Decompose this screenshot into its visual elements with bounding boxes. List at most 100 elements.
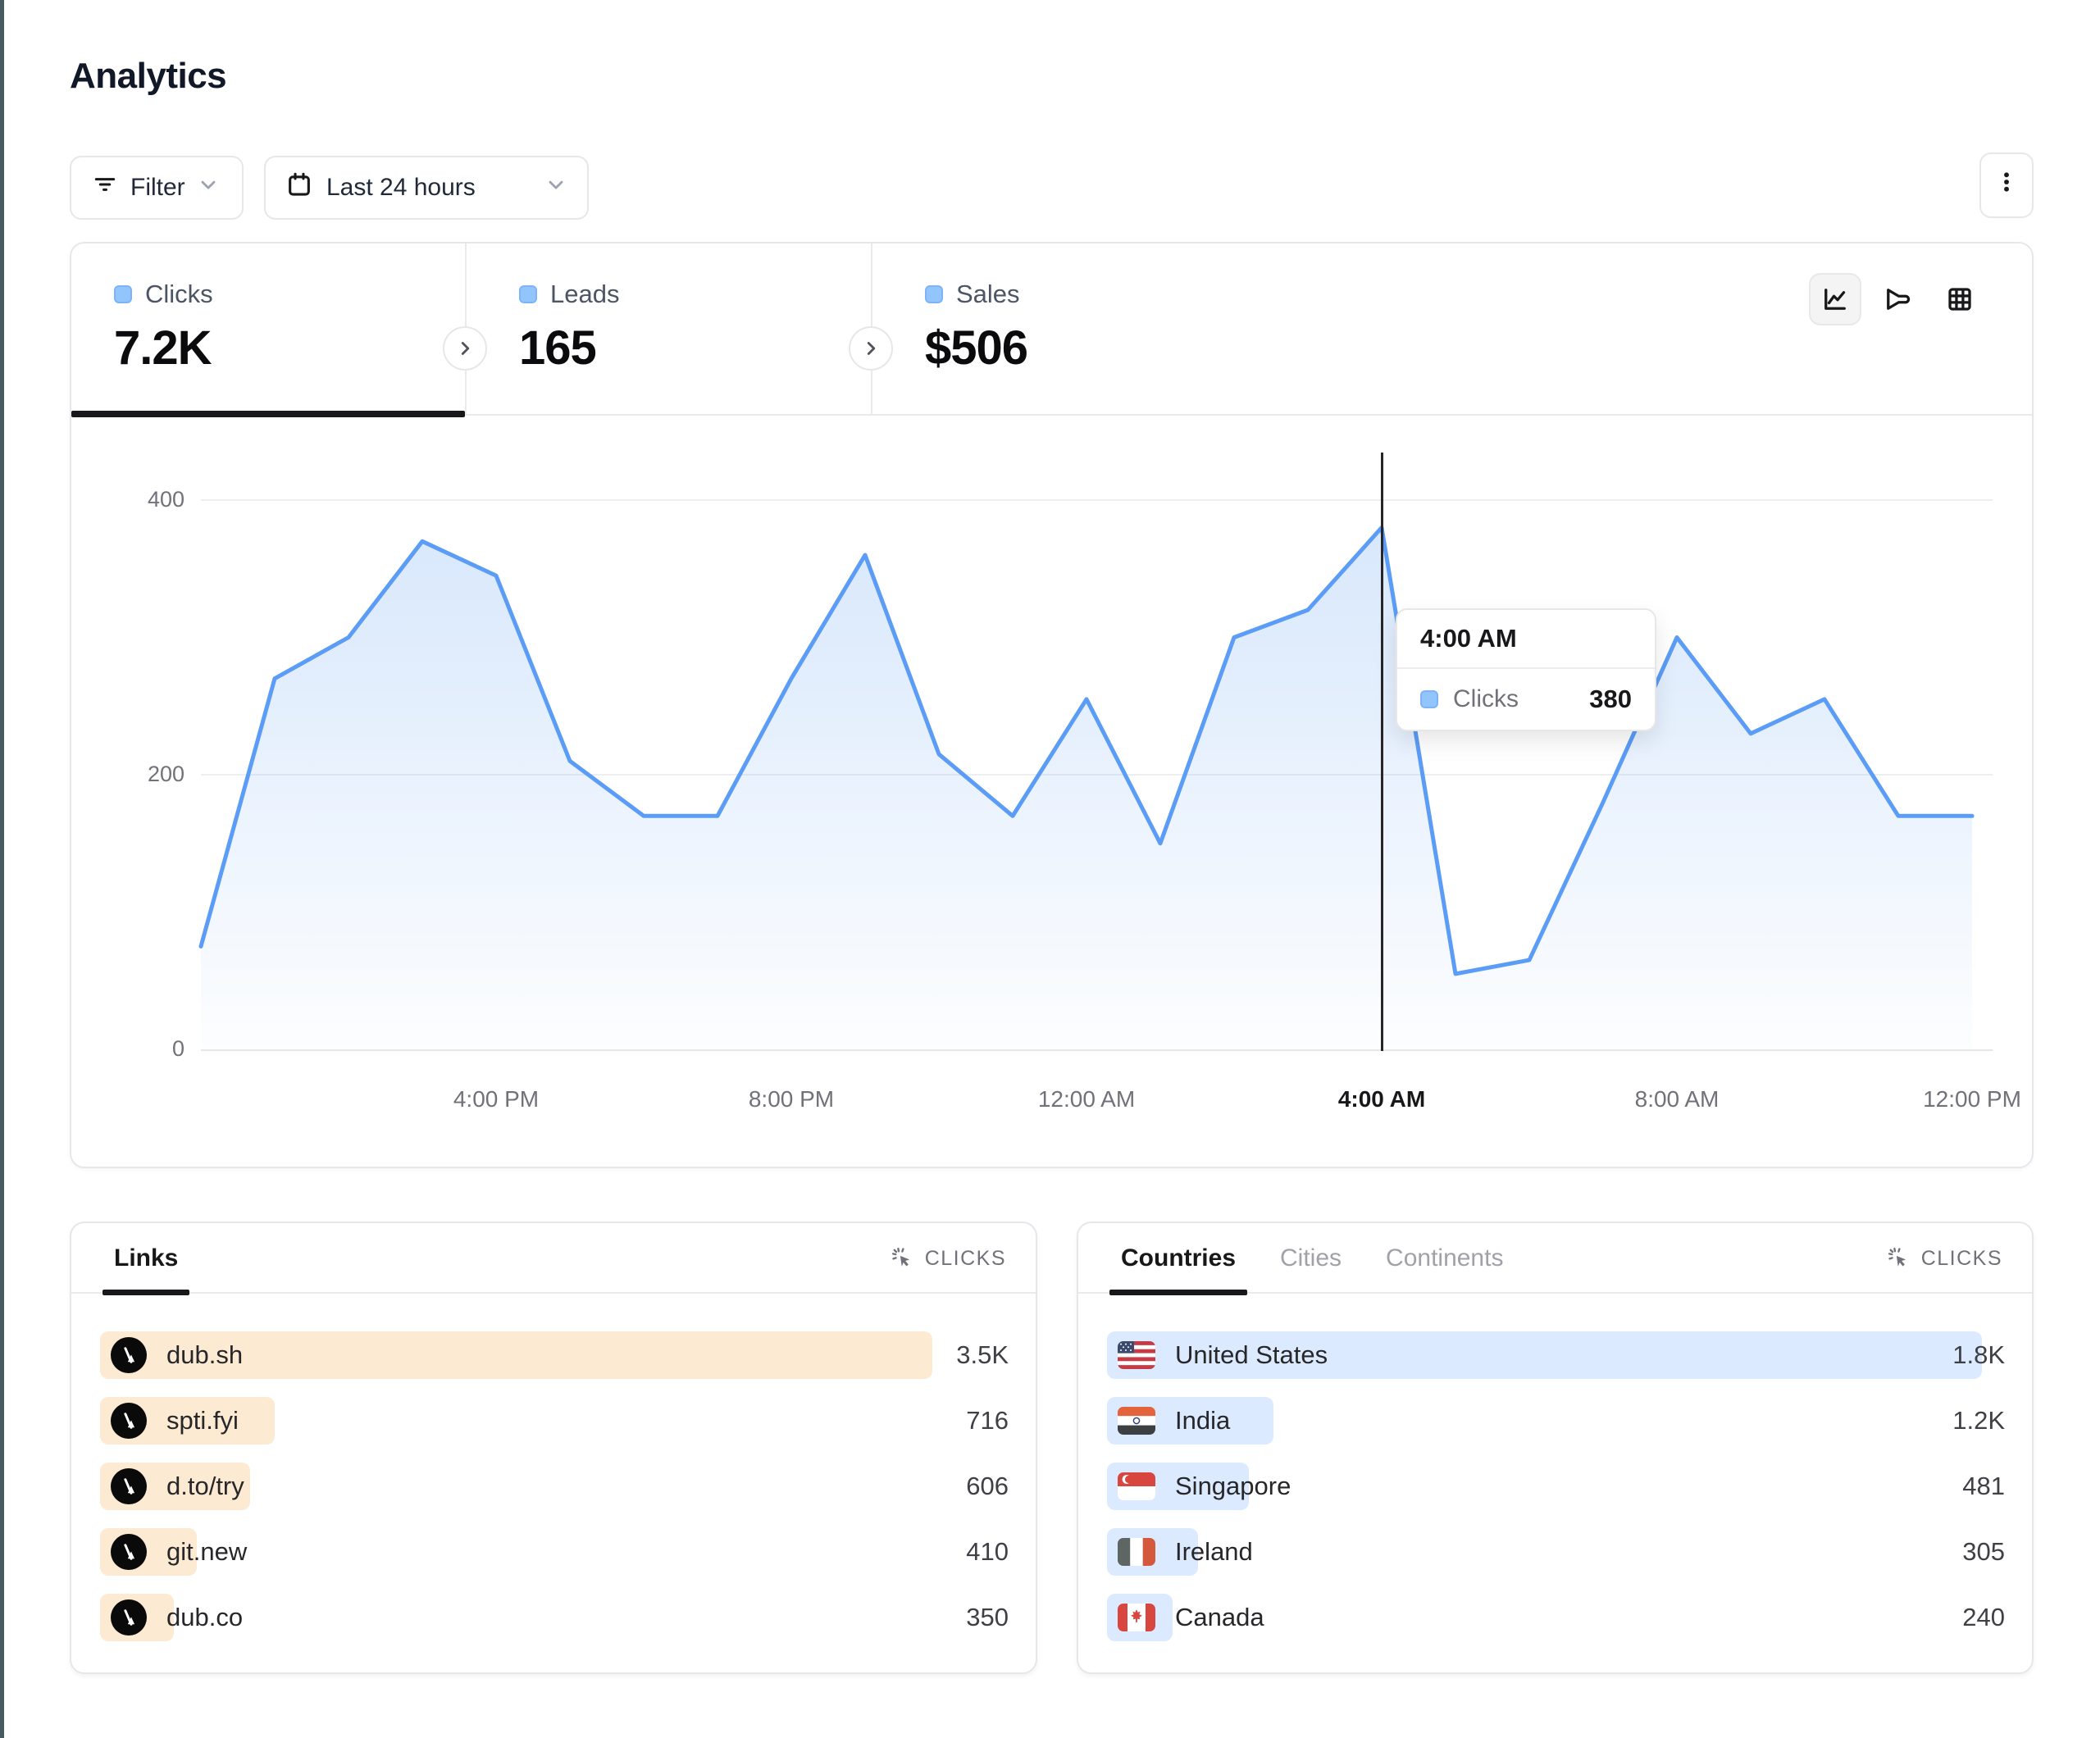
countries-rows: United States 1.8K India 1.2K Singapore 481 Ir…	[1107, 1331, 2005, 1659]
links-panel-header: Links CLICKS	[71, 1223, 1036, 1295]
country-row[interactable]: Ireland 305	[1107, 1528, 2005, 1576]
calendar-icon	[285, 171, 313, 205]
gridline-400	[201, 499, 1993, 501]
tab-cities[interactable]: Cities	[1280, 1244, 1342, 1272]
dub-logo-icon	[111, 1599, 147, 1636]
row-value: 305	[1962, 1537, 2005, 1566]
chart-view-toggles	[1809, 273, 1986, 325]
funnel-icon	[1887, 289, 1911, 310]
x-tick-label: 12:00 AM	[1037, 1086, 1136, 1112]
row-label: India	[1175, 1406, 1231, 1435]
date-range-label: Last 24 hours	[326, 174, 476, 201]
page-title: Analytics	[70, 56, 227, 96]
dub-logo-icon	[111, 1403, 147, 1439]
dub-logo-icon	[111, 1534, 147, 1570]
table-view-button[interactable]	[1934, 273, 1986, 325]
chevron-right-icon	[867, 342, 876, 355]
countries-metric-header[interactable]: CLICKS	[1887, 1223, 2002, 1294]
tab-countries[interactable]: Countries	[1109, 1223, 1248, 1295]
table-grid-icon	[1948, 288, 1971, 311]
tab-leads[interactable]: Leads 165	[465, 243, 871, 416]
more-options-button[interactable]	[1979, 152, 2034, 218]
row-value: 240	[1962, 1603, 2005, 1631]
x-axis-baseline	[201, 1049, 1993, 1051]
sales-legend-swatch	[925, 285, 943, 303]
row-value: 3.5K	[956, 1340, 1009, 1369]
row-label: spti.fyi	[166, 1406, 239, 1435]
country-row[interactable]: India 1.2K	[1107, 1397, 2005, 1445]
chevron-down-icon	[544, 173, 567, 202]
chart-tooltip: 4:00 AM Clicks 380	[1396, 608, 1656, 731]
row-value: 1.2K	[1952, 1406, 2005, 1435]
links-metric-header[interactable]: CLICKS	[891, 1223, 1006, 1294]
row-value: 1.8K	[1952, 1340, 2005, 1369]
leads-legend-swatch	[519, 285, 537, 303]
dub-logo-icon	[111, 1468, 147, 1504]
chart-line	[198, 525, 1975, 976]
leads-tab-label: Leads	[550, 280, 620, 308]
row-label: Ireland	[1175, 1537, 1253, 1566]
row-bar	[1107, 1331, 1982, 1379]
country-row[interactable]: Canada 240	[1107, 1594, 2005, 1641]
filter-button[interactable]: Filter	[70, 156, 244, 220]
in-flag-icon	[1118, 1407, 1155, 1435]
y-tick-label: 0	[171, 1036, 184, 1061]
filter-icon	[91, 171, 119, 205]
ie-flag-icon	[1118, 1538, 1155, 1566]
x-tick-label: 4:00 PM	[453, 1086, 540, 1112]
chevron-down-icon	[197, 173, 220, 202]
expand-leads-button[interactable]	[849, 326, 893, 371]
tooltip-series-label: Clicks	[1453, 685, 1519, 712]
cursor-click-icon	[1888, 1247, 1906, 1267]
sales-tab-value: $506	[925, 321, 1028, 375]
tab-sales[interactable]: Sales $506	[871, 243, 1297, 416]
country-row[interactable]: United States 1.8K	[1107, 1331, 2005, 1379]
country-row[interactable]: Singapore 481	[1107, 1463, 2005, 1510]
row-label: dub.sh	[166, 1340, 244, 1369]
row-value: 606	[966, 1472, 1009, 1500]
tooltip-time: 4:00 AM	[1397, 610, 1655, 669]
expand-clicks-button[interactable]	[443, 326, 487, 371]
tab-continents[interactable]: Continents	[1386, 1244, 1504, 1272]
line-chart-icon	[1824, 289, 1846, 310]
link-row[interactable]: git.new 410	[100, 1528, 1009, 1576]
row-label: United States	[1175, 1340, 1328, 1369]
row-bar	[100, 1331, 932, 1379]
x-tick-label: 8:00 AM	[1634, 1086, 1720, 1112]
y-tick-label: 200	[147, 762, 184, 786]
chevron-right-icon	[461, 342, 470, 355]
link-row[interactable]: dub.sh 3.5K	[100, 1331, 1009, 1379]
tab-clicks[interactable]: Clicks 7.2K	[71, 243, 465, 417]
link-row[interactable]: spti.fyi 716	[100, 1397, 1009, 1445]
clicks-area-chart[interactable]	[198, 500, 1975, 1049]
y-tick-label: 400	[147, 487, 184, 512]
funnel-view-button[interactable]	[1871, 273, 1924, 325]
x-tick-label: 4:00 AM	[1337, 1086, 1426, 1112]
stats-header: Clicks 7.2K Leads 165	[71, 243, 2032, 417]
countries-panel-header: Countries Cities Continents CLICKS	[1078, 1223, 2032, 1295]
row-label: git.new	[166, 1537, 248, 1566]
sales-tab-label: Sales	[956, 280, 1020, 308]
date-range-button[interactable]: Last 24 hours	[264, 156, 589, 220]
link-row[interactable]: d.to/try 606	[100, 1463, 1009, 1510]
cursor-click-icon	[891, 1247, 909, 1267]
dub-logo-icon	[111, 1337, 147, 1373]
left-edge-strip	[0, 0, 4, 1738]
clicks-legend-swatch	[114, 285, 132, 303]
countries-panel: Countries Cities Continents CLICKS United …	[1077, 1222, 2034, 1674]
leads-tab-value: 165	[519, 321, 597, 375]
links-panel: Links CLICKS dub.sh 3.5K spti.fyi 716 d.to/t…	[70, 1222, 1037, 1674]
countries-metric-label: CLICKS	[1920, 1246, 2002, 1270]
line-chart-view-button[interactable]	[1809, 273, 1861, 325]
chart-area-fill	[201, 527, 1972, 1049]
link-row[interactable]: dub.co 350	[100, 1594, 1009, 1641]
kebab-icon	[1993, 169, 2020, 202]
us-flag-icon	[1118, 1341, 1155, 1369]
row-label: Singapore	[1175, 1472, 1291, 1500]
row-value: 410	[966, 1537, 1009, 1566]
filter-button-label: Filter	[130, 174, 185, 201]
chart-crosshair	[1381, 453, 1383, 1051]
row-label: Canada	[1175, 1603, 1264, 1631]
tab-links[interactable]: Links	[102, 1223, 190, 1295]
